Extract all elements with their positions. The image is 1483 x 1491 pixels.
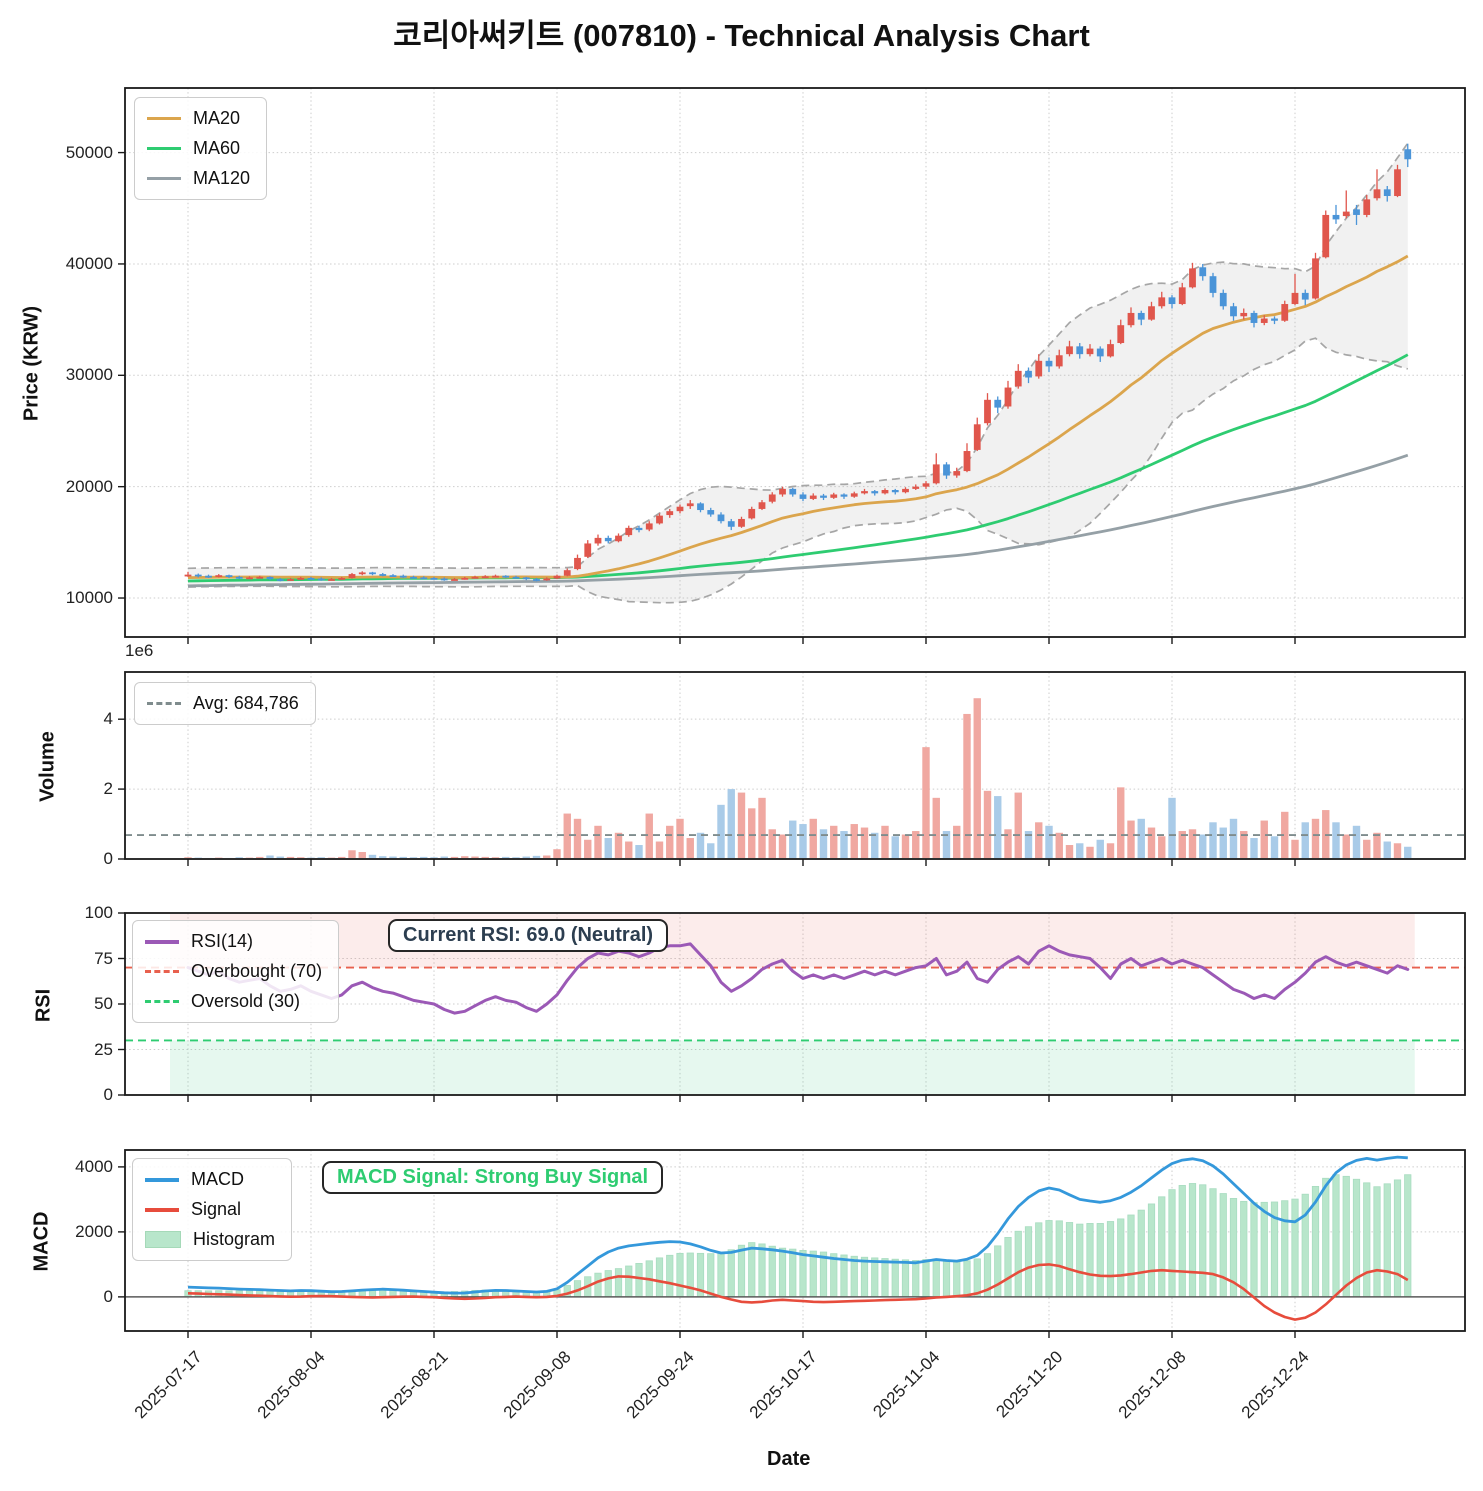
tick-marks bbox=[187, 859, 1296, 866]
y-tick-label: 0 bbox=[103, 849, 113, 868]
y-tick-marks bbox=[118, 912, 125, 1096]
macd-line bbox=[187, 1155, 1408, 1295]
macd-legend: MACD Signal Histogram bbox=[132, 1158, 293, 1261]
tick-marks bbox=[187, 637, 1296, 644]
legend-item-histogram: Histogram bbox=[145, 1229, 275, 1250]
panel-border bbox=[124, 87, 1466, 638]
legend-item-ma20: MA20 bbox=[147, 108, 250, 129]
rsi-annotation: Current RSI: 69.0 (Neutral) bbox=[388, 919, 669, 952]
panel-border bbox=[124, 1149, 1466, 1332]
rsi-line bbox=[186, 942, 1410, 1015]
y-tick-label: 75 bbox=[94, 948, 113, 968]
price-axis-label: Price (KRW) bbox=[20, 305, 43, 422]
date-axis-label: Date bbox=[767, 1448, 811, 1470]
price-legend: MA20 MA60 MA120 bbox=[134, 97, 268, 200]
legend-item-volume-avg: Avg: 684,786 bbox=[147, 693, 299, 714]
y-tick-label: 25 bbox=[94, 1039, 113, 1059]
y-tick-label: 2 bbox=[103, 779, 113, 799]
ma60-line-swatch bbox=[147, 147, 181, 150]
rsi-zones bbox=[170, 914, 1415, 1094]
rsi-label: RSI(14) bbox=[191, 931, 254, 951]
y-tick-label: 10000 bbox=[65, 588, 113, 608]
y-tick-label: 0 bbox=[103, 1286, 113, 1306]
y-tick-marks bbox=[118, 1166, 125, 1298]
y-tick-label: 50 bbox=[94, 994, 113, 1013]
volume-legend: Avg: 684,786 bbox=[134, 682, 316, 725]
ma120-line-swatch bbox=[147, 177, 181, 180]
ma120-label: MA120 bbox=[193, 168, 251, 188]
histogram-patch-swatch bbox=[145, 1231, 181, 1248]
tick-marks bbox=[187, 1095, 1296, 1102]
ma20-line-swatch bbox=[147, 117, 181, 120]
ma20-label: MA20 bbox=[193, 108, 241, 128]
y-tick-label: 0 bbox=[103, 1085, 113, 1104]
volume-bars bbox=[184, 698, 1412, 858]
overbought-label: Overbought (70) bbox=[191, 961, 323, 981]
histogram-label: Histogram bbox=[193, 1229, 276, 1249]
ma60-label: MA60 bbox=[193, 138, 241, 158]
rsi-line-swatch bbox=[145, 939, 179, 944]
tick-marks bbox=[187, 1331, 1296, 1338]
y-tick-marks bbox=[118, 718, 125, 860]
oversold-line-swatch bbox=[145, 1000, 179, 1003]
y-tick-label: 40000 bbox=[65, 253, 113, 273]
macd-annotation: MACD Signal: Strong Buy Signal bbox=[322, 1161, 664, 1194]
signal-line-swatch bbox=[145, 1207, 179, 1212]
macd-line-swatch bbox=[145, 1177, 179, 1182]
y-tick-label: 30000 bbox=[65, 365, 113, 385]
panel-border bbox=[124, 671, 1466, 860]
y-tick-marks bbox=[118, 151, 125, 599]
rsi-legend: RSI(14) Overbought (70) Oversold (30) bbox=[132, 920, 340, 1023]
macd-label: MACD bbox=[191, 1169, 244, 1189]
y-tick-label: 4 bbox=[103, 709, 113, 729]
legend-item-overbought: Overbought (70) bbox=[145, 961, 322, 982]
avg-line-swatch bbox=[147, 702, 181, 705]
volume-offset-label: 1e6 bbox=[125, 641, 154, 660]
signal-label: Signal bbox=[191, 1199, 242, 1219]
legend-item-macd: MACD bbox=[145, 1169, 275, 1190]
legend-item-oversold: Oversold (30) bbox=[145, 991, 322, 1012]
y-tick-label: 2000 bbox=[75, 1221, 113, 1241]
legend-item-rsi: RSI(14) bbox=[145, 931, 322, 952]
signal-line bbox=[187, 1263, 1409, 1321]
y-tick-label: 100 bbox=[84, 903, 113, 922]
macd-histogram bbox=[184, 1174, 1412, 1298]
y-tick-label: 50000 bbox=[65, 142, 113, 162]
y-tick-label: 20000 bbox=[65, 476, 113, 496]
y-tick-label: 4000 bbox=[75, 1156, 113, 1176]
bollinger-bands bbox=[187, 142, 1409, 604]
volume-axis-label: Volume bbox=[36, 731, 59, 802]
legend-item-signal: Signal bbox=[145, 1199, 275, 1220]
volume-avg-label: Avg: 684,786 bbox=[193, 693, 299, 713]
legend-item-ma120: MA120 bbox=[147, 168, 250, 189]
rsi-threshold-lines bbox=[125, 966, 1465, 1042]
page-title: 코리아써키트 (007810) - Technical Analysis Cha… bbox=[393, 18, 1090, 53]
oversold-label: Oversold (30) bbox=[191, 991, 301, 1011]
legend-item-ma60: MA60 bbox=[147, 138, 250, 159]
candlesticks bbox=[184, 143, 1412, 582]
overbought-line-swatch bbox=[145, 970, 179, 973]
